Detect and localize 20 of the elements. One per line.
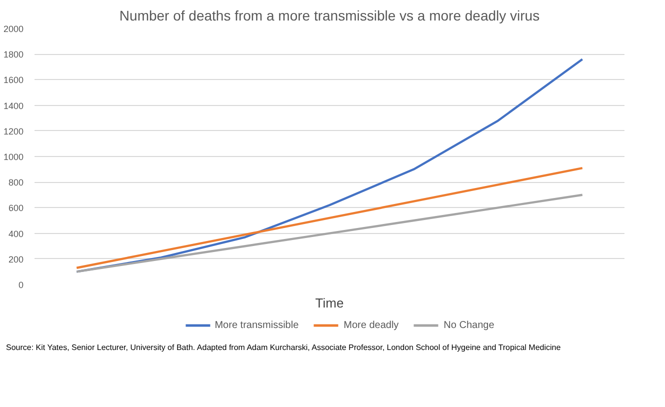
y-tick-label: 800 — [8, 178, 24, 188]
x-axis-title: Time — [315, 296, 344, 310]
legend-label: More deadly — [344, 320, 399, 330]
y-tick-label: 1000 — [3, 152, 24, 162]
line-series — [76, 166, 584, 269]
y-tick-label: 600 — [8, 203, 24, 214]
line-series — [76, 58, 584, 273]
chart-title: Number of deaths from a more transmissible vs a more deadly virus — [119, 8, 540, 24]
source-note: Source: Kit Yates, Senior Lecturer, University of Bath. Adapted from Adam Kurcharski, Associate Professor, London School of Hygeine and Tropical Medicine — [6, 342, 561, 354]
y-tick-label: 1200 — [3, 126, 24, 136]
y-tick-label: 1600 — [3, 75, 24, 86]
y-tick-label: 200 — [8, 254, 24, 264]
y-tick-label: 0 — [18, 280, 24, 290]
line-series — [76, 194, 584, 273]
y-tick-label: 400 — [8, 228, 24, 239]
y-tick-label: 1800 — [3, 50, 24, 60]
legend-label: More transmissible — [214, 320, 299, 330]
y-tick-label: 1400 — [3, 100, 24, 111]
y-tick-label: 2000 — [3, 24, 24, 34]
legend-label: No Change — [444, 320, 494, 330]
